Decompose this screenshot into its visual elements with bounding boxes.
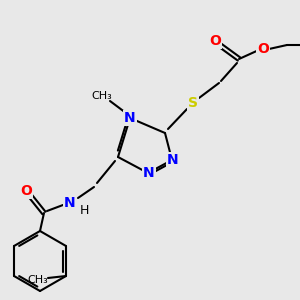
Text: N: N	[124, 111, 136, 125]
Text: N: N	[167, 153, 179, 167]
Text: S: S	[188, 96, 198, 110]
Text: CH₃: CH₃	[92, 91, 112, 101]
Text: H: H	[79, 205, 89, 218]
Text: CH₃: CH₃	[28, 275, 48, 285]
Text: N: N	[64, 196, 76, 210]
Text: O: O	[209, 34, 221, 48]
Text: O: O	[20, 184, 32, 198]
Text: N: N	[143, 166, 155, 180]
Text: O: O	[257, 42, 269, 56]
